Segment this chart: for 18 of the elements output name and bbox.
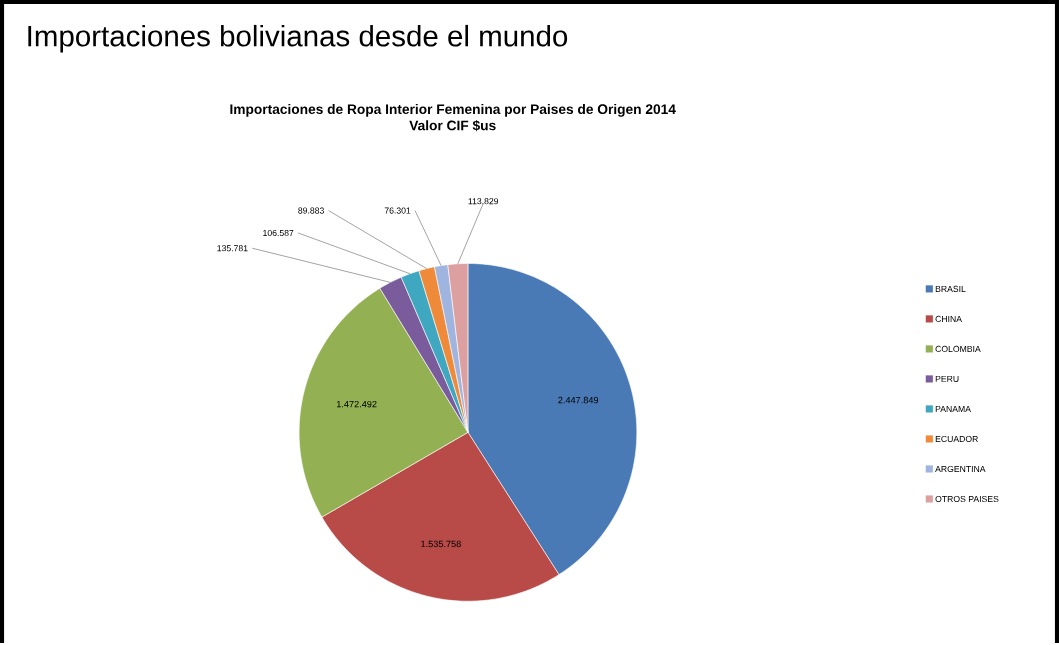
legend-label: COLOMBIA bbox=[935, 345, 981, 352]
data-label: 106.587 bbox=[263, 229, 294, 237]
chart-title: Importaciones bolivianas desde el mundo bbox=[28, 24, 568, 53]
data-label: 89.883 bbox=[298, 207, 324, 214]
data-label: 1.535.758 bbox=[421, 540, 461, 548]
data-label: 1.472.492 bbox=[336, 400, 377, 408]
data-label: 135.781 bbox=[217, 245, 248, 252]
legend-label: ECUADOR bbox=[935, 435, 978, 443]
data-label: 76.301 bbox=[384, 207, 411, 214]
data-label: 113.829 bbox=[468, 198, 499, 205]
legend-label: OTROS PAISES bbox=[935, 495, 999, 503]
legend-label: PERU bbox=[935, 375, 959, 382]
legend-label: PANAMA bbox=[935, 405, 971, 412]
data-label: 2.447.849 bbox=[558, 396, 599, 404]
legend-label: BRASIL bbox=[935, 285, 966, 292]
chart-subtitle: Importaciones de Ropa Interior Femenina por Paises de Origen 2014 Valor CIF $us bbox=[230, 103, 676, 132]
legend-label: CHINA bbox=[935, 315, 962, 322]
legend-label: ARGENTINA bbox=[935, 465, 986, 473]
